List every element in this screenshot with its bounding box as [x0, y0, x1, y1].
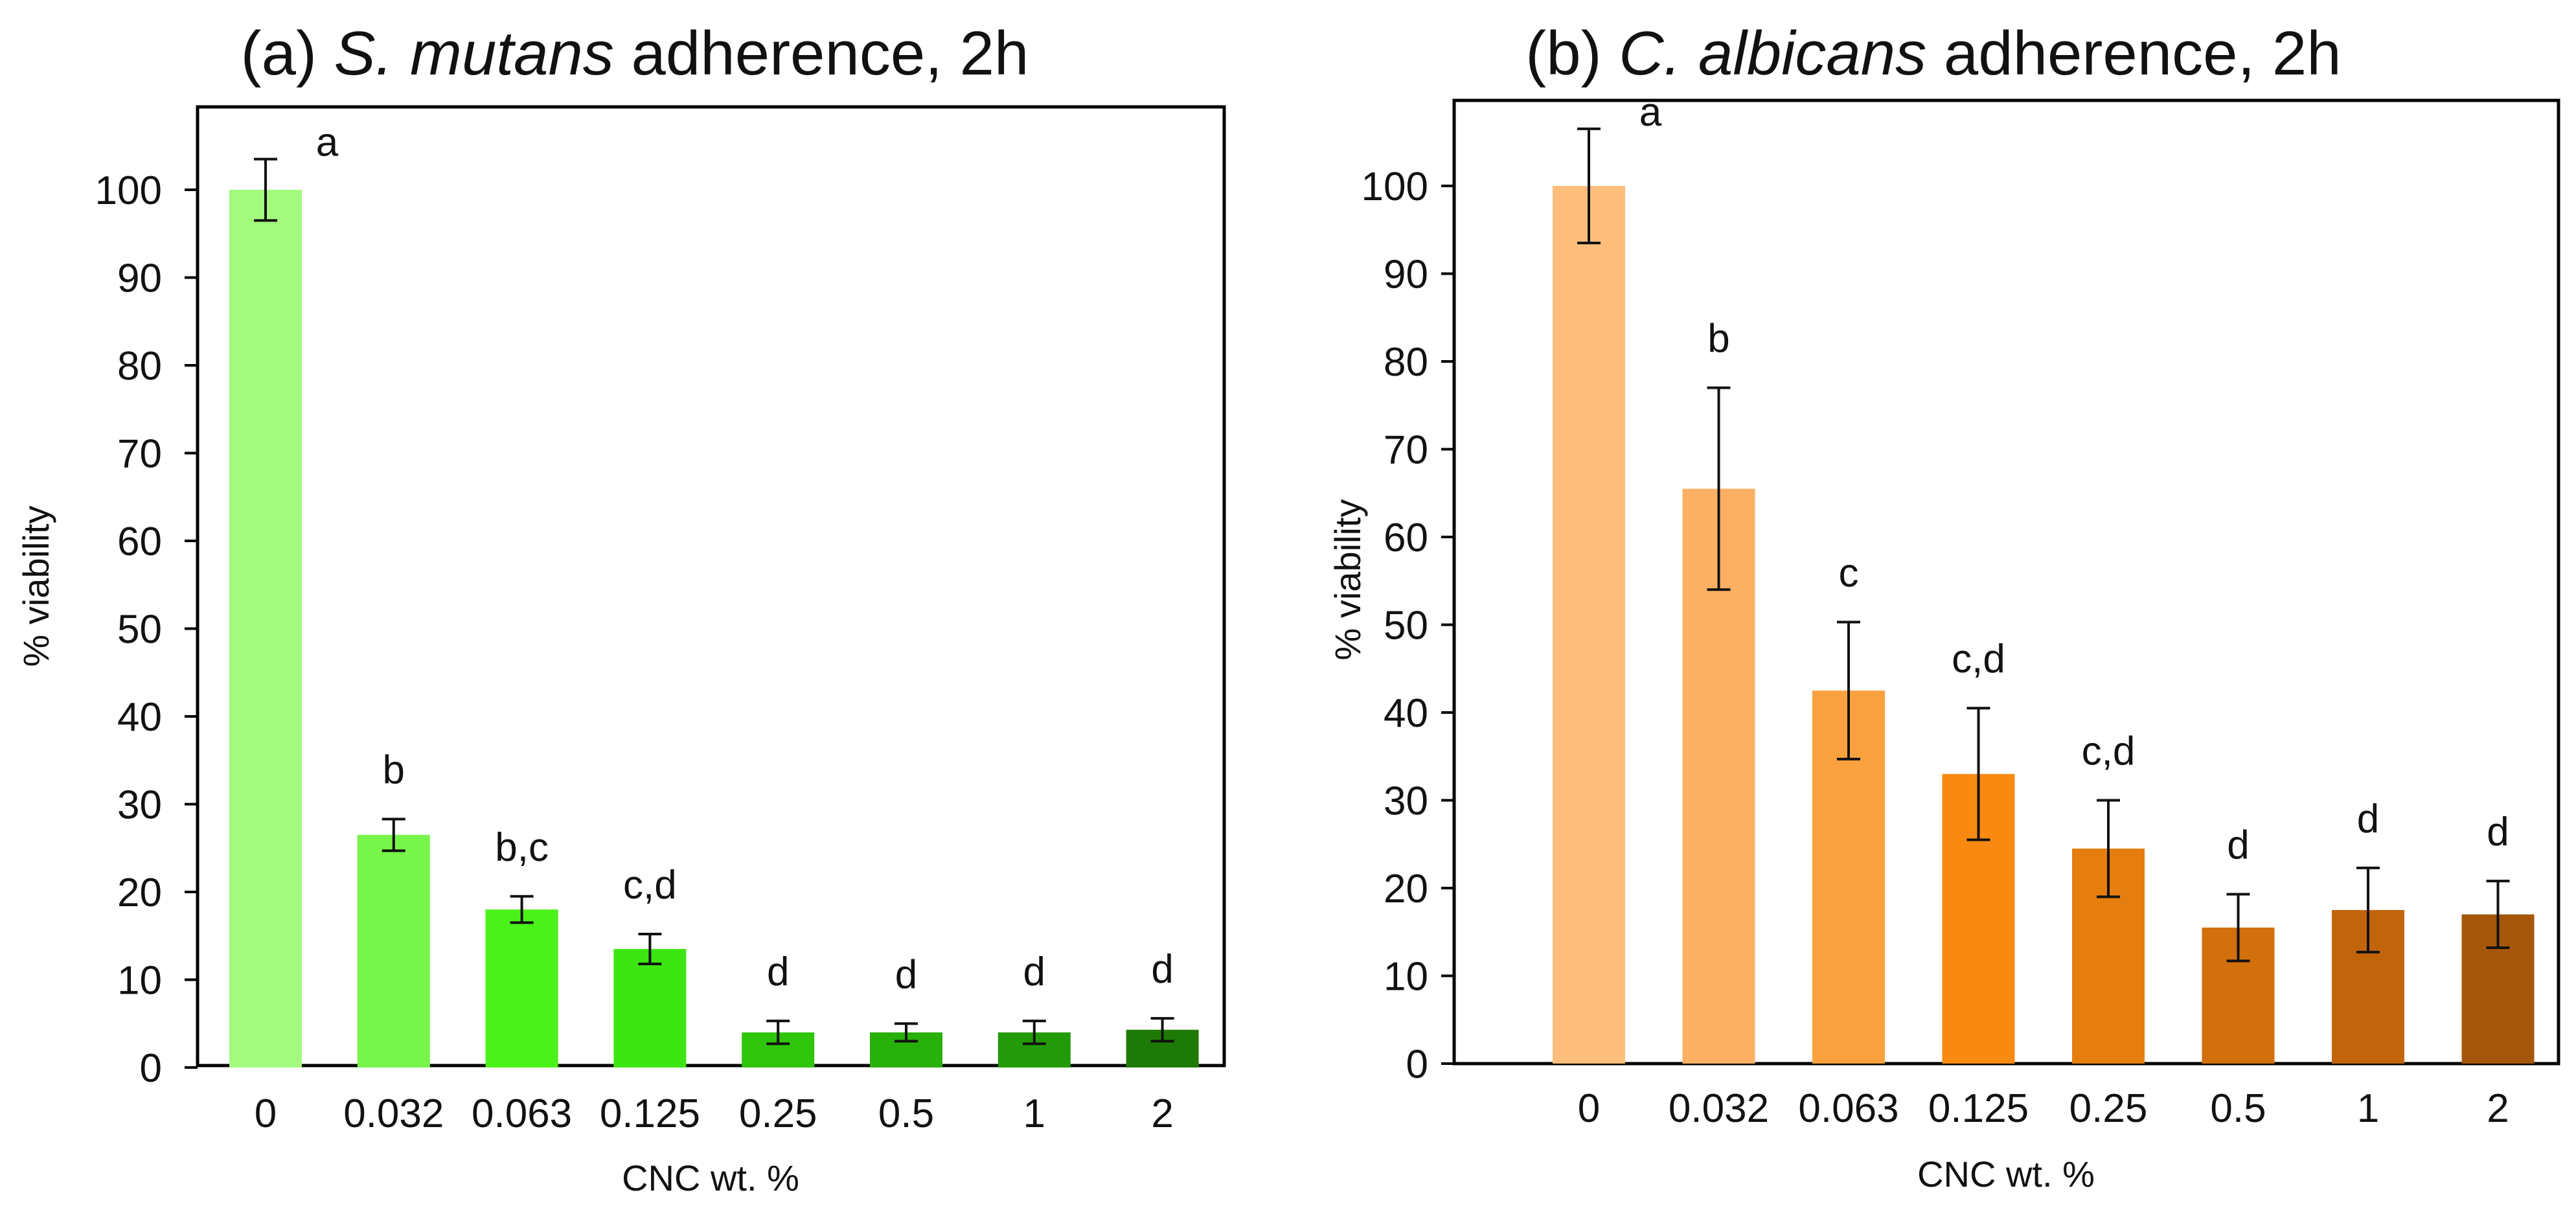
chart-a-x-tick-label: 1 — [1023, 1091, 1045, 1136]
chart-a-y-tick-label: 90 — [117, 257, 162, 301]
chart-a-y-tick-label: 70 — [117, 432, 162, 477]
chart-b-error-bar — [2356, 866, 2380, 953]
chart-a-bar — [229, 190, 302, 1067]
chart-b-error-bar — [2226, 893, 2250, 963]
chart-a-y-tick-label: 80 — [117, 344, 162, 389]
chart-b-significance-label: c,d — [2082, 729, 2136, 774]
chart-a-error-bar — [510, 895, 534, 924]
chart-b-y-tick-label: 80 — [1384, 340, 1428, 385]
chart-b-significance-label: d — [2487, 810, 2509, 854]
chart-a-error-bar — [638, 933, 662, 966]
chart-b-y-tick-label: 30 — [1384, 779, 1428, 824]
chart-b-error-bar — [1707, 386, 1731, 591]
chart-a-error-bar — [895, 1022, 918, 1043]
chart-a-significance-label: b — [383, 748, 405, 793]
chart-a-x-tick-label: 0 — [255, 1091, 277, 1136]
chart-a-x-axis-label: CNC wt. % — [622, 1158, 799, 1198]
chart-a-significance-label: c,d — [623, 863, 677, 908]
chart-b-y-tick-label: 70 — [1384, 428, 1428, 473]
chart-b-y-ticks: 0 10 20 30 40 50 60 70 80 90 100 — [1362, 165, 1454, 1087]
chart-a-error-bar — [766, 1020, 790, 1045]
chart-a-significance-label: d — [1023, 950, 1045, 994]
chart-b-bar — [1553, 186, 1625, 1064]
chart-b-y-tick-label: 50 — [1384, 604, 1428, 648]
chart-b-y-tick-label: 0 — [1406, 1042, 1428, 1087]
chart-b-error-bar — [1577, 127, 1601, 245]
chart-b-bars: 0 a 0.032 b 0.063 c 0.125 c,d 0.25 c,d 0.5 d 1 d 2 d — [1553, 90, 2535, 1131]
chart-b-x-tick-label: 0.5 — [2210, 1086, 2266, 1131]
chart-b-x-tick-label: 0.063 — [1798, 1086, 1898, 1131]
chart-a-y-axis-label: % viability — [16, 506, 56, 667]
chart-a-significance-label: d — [767, 950, 789, 994]
chart-a-x-tick-label: 0.25 — [739, 1091, 817, 1136]
chart-a-bar — [485, 909, 558, 1067]
chart-b-significance-label: d — [2357, 797, 2379, 841]
chart-panel-b: (b) C. albicans adherence, 2h % viabilit… — [1327, 19, 2560, 1194]
chart-b-x-tick-label: 1 — [2357, 1086, 2379, 1131]
chart-a-x-tick-label: 0.063 — [472, 1091, 572, 1136]
chart-b-error-bar — [2097, 799, 2120, 898]
chart-b-y-tick-label: 100 — [1362, 165, 1428, 209]
chart-b-x-tick-label: 0.25 — [2069, 1086, 2148, 1131]
chart-b-significance-label: c — [1839, 551, 1859, 595]
chart-a-plot-frame — [196, 105, 1226, 1067]
chart-a-y-tick-label: 60 — [117, 519, 162, 564]
chart-a-x-tick-label: 0.5 — [878, 1091, 934, 1136]
chart-b-x-tick-label: 0 — [1578, 1086, 1600, 1131]
chart-b-title-italic: C. albicans — [1619, 19, 1926, 88]
chart-b-title-prefix: (b) — [1525, 19, 1619, 88]
chart-a-y-tick-label: 0 — [140, 1046, 162, 1091]
chart-a-title-italic: S. mutans — [334, 19, 614, 88]
chart-a-bar — [613, 949, 687, 1067]
chart-b-significance-label: b — [1707, 317, 1729, 361]
chart-a-error-bar — [1022, 1020, 1046, 1045]
chart-b-significance-label: c,d — [1952, 637, 2005, 681]
chart-b-x-tick-label: 0.032 — [1669, 1086, 1769, 1131]
chart-a-x-tick-label: 0.125 — [600, 1091, 700, 1136]
chart-b-x-axis-label: CNC wt. % — [1917, 1154, 2095, 1194]
chart-b-y-tick-label: 90 — [1384, 253, 1428, 297]
chart-b-y-tick-label: 10 — [1384, 955, 1428, 999]
chart-b-x-tick-label: 2 — [2487, 1086, 2509, 1131]
chart-a-title-suffix: adherence, 2h — [614, 19, 1029, 88]
chart-a-significance-label: b,c — [495, 825, 549, 870]
chart-a-significance-label: d — [1151, 947, 1173, 992]
chart-a-error-bar — [382, 817, 405, 852]
chart-a-bar — [357, 834, 430, 1067]
chart-a-y-ticks: 0 10 20 30 40 50 60 70 80 90 100 — [95, 168, 198, 1091]
chart-b-x-tick-label: 0.125 — [1928, 1086, 2029, 1131]
chart-a-y-tick-label: 30 — [117, 783, 162, 828]
chart-a-error-bar — [254, 157, 277, 222]
chart-b-significance-label: a — [1639, 90, 1662, 135]
chart-b-significance-label: d — [2227, 823, 2249, 867]
chart-b-y-axis-label: % viability — [1327, 499, 1368, 661]
chart-a-title: (a) S. mutans adherence, 2h — [241, 19, 1029, 88]
chart-b-error-bar — [1837, 621, 1860, 760]
chart-a-y-tick-label: 40 — [117, 695, 162, 740]
chart-a-title-prefix: (a) — [241, 19, 334, 88]
chart-b-y-tick-label: 60 — [1384, 516, 1428, 560]
chart-a-significance-label: d — [895, 952, 917, 997]
chart-b-error-bar — [1966, 707, 1990, 841]
chart-a-x-tick-label: 0.032 — [343, 1091, 444, 1136]
chart-b-y-tick-label: 20 — [1384, 867, 1428, 911]
chart-a-y-tick-label: 100 — [95, 168, 162, 213]
chart-a-bars: 0 a 0.032 b 0.063 b,c 0.125 c,d 0.25 d 0.5 d 1 d 2 d — [229, 120, 1199, 1136]
chart-a-y-tick-label: 50 — [117, 608, 162, 652]
chart-a-error-bar — [1150, 1017, 1174, 1043]
chart-b-error-bar — [2486, 880, 2510, 950]
chart-panel-a: (a) S. mutans adherence, 2h % viability … — [16, 19, 1226, 1198]
chart-b-title: (b) C. albicans adherence, 2h — [1525, 19, 2341, 88]
chart-b-title-suffix: adherence, 2h — [1926, 19, 2342, 88]
chart-a-y-tick-label: 20 — [117, 871, 162, 915]
chart-b-y-tick-label: 40 — [1384, 691, 1428, 736]
chart-a-y-tick-label: 10 — [117, 959, 162, 1003]
chart-a-x-tick-label: 2 — [1151, 1091, 1173, 1136]
chart-a-significance-label: a — [316, 120, 339, 165]
